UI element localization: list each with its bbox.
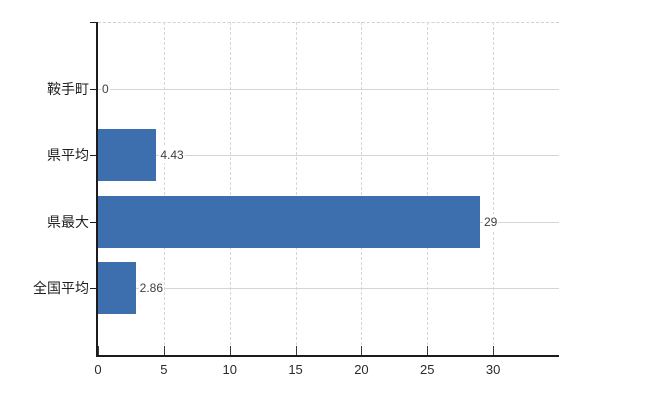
vertical-gridline	[163, 22, 165, 355]
bar	[98, 262, 136, 315]
x-axis-tick	[163, 346, 165, 355]
x-tick-label: 30	[485, 362, 501, 377]
category-gridline	[98, 288, 559, 290]
vertical-gridline	[493, 22, 495, 355]
category-label: 鞍手町	[47, 80, 89, 97]
category-gridline	[98, 88, 559, 90]
vertical-gridline	[427, 22, 429, 355]
category-gridline	[98, 155, 559, 157]
x-tick-label: 0	[94, 362, 102, 377]
x-tick-label: 15	[288, 362, 303, 377]
value-label: 29	[482, 213, 499, 230]
value-label: 2.86	[138, 280, 165, 297]
y-axis-tick	[90, 88, 96, 90]
vertical-gridline	[295, 22, 297, 355]
bar	[98, 195, 480, 248]
x-axis-tick	[361, 346, 363, 355]
value-label: 0	[101, 80, 110, 97]
category-label: 県平均	[47, 147, 89, 164]
x-axis-tick	[427, 346, 429, 355]
y-axis-tick	[90, 288, 96, 290]
y-axis-line	[96, 22, 98, 357]
x-axis-tick	[98, 346, 99, 355]
category-label: 県最大	[47, 213, 89, 230]
x-tick-label: 25	[420, 362, 435, 377]
x-axis-tick	[493, 346, 495, 355]
y-axis-tick	[90, 22, 96, 23]
x-tick-label: 5	[160, 362, 168, 377]
bar	[98, 129, 157, 182]
x-axis-tick	[229, 346, 231, 355]
x-axis-tick	[295, 346, 297, 355]
x-tick-label: 20	[354, 362, 369, 377]
y-axis-tick	[90, 221, 96, 223]
x-tick-label: 10	[222, 362, 237, 377]
plot-top-border	[98, 22, 559, 23]
vertical-gridline	[361, 22, 363, 355]
x-axis-line	[96, 355, 559, 357]
vertical-gridline	[229, 22, 231, 355]
category-label: 全国平均	[33, 280, 89, 297]
value-label: 4.43	[159, 147, 185, 164]
y-axis-tick	[90, 155, 96, 157]
